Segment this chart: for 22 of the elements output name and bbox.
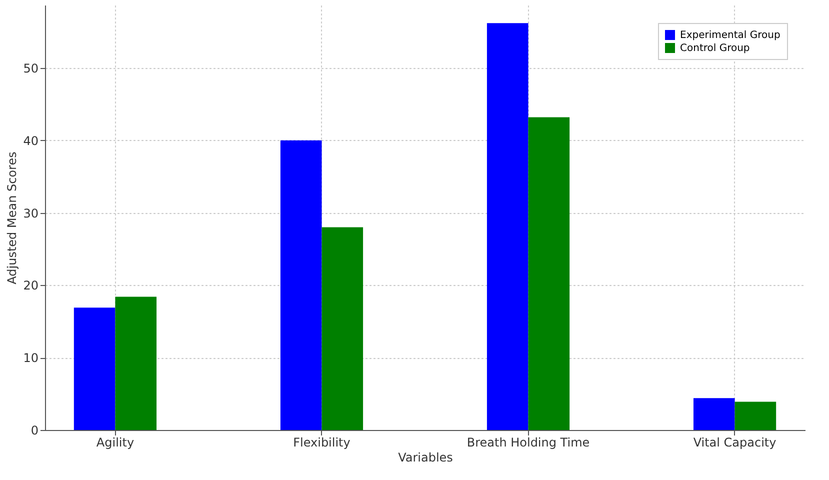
x-tick-label: Flexibility (293, 436, 350, 450)
legend-label: Control Group (680, 43, 750, 54)
legend-label: Experimental Group (680, 30, 780, 41)
y-axis-title: Adjusted Mean Scores (5, 152, 20, 284)
bar (693, 398, 735, 430)
bar (322, 227, 364, 430)
y-tick-label: 10 (23, 351, 38, 366)
y-tick-label: 30 (23, 206, 38, 220)
bar (74, 308, 116, 430)
x-tick-label: Vital Capacity (693, 436, 776, 450)
y-tick-label: 20 (23, 278, 38, 293)
bar (528, 117, 570, 430)
x-tick-label: Agility (96, 436, 134, 450)
y-tick-label: 40 (23, 134, 38, 148)
bar (280, 140, 322, 430)
bar (115, 296, 157, 430)
y-tick-label: 0 (30, 424, 38, 438)
y-tick-label: 50 (23, 61, 38, 76)
bar (734, 402, 776, 430)
x-axis-title: Variables (398, 450, 453, 464)
x-tick-label: Breath Holding Time (466, 436, 590, 450)
bar (486, 23, 528, 430)
